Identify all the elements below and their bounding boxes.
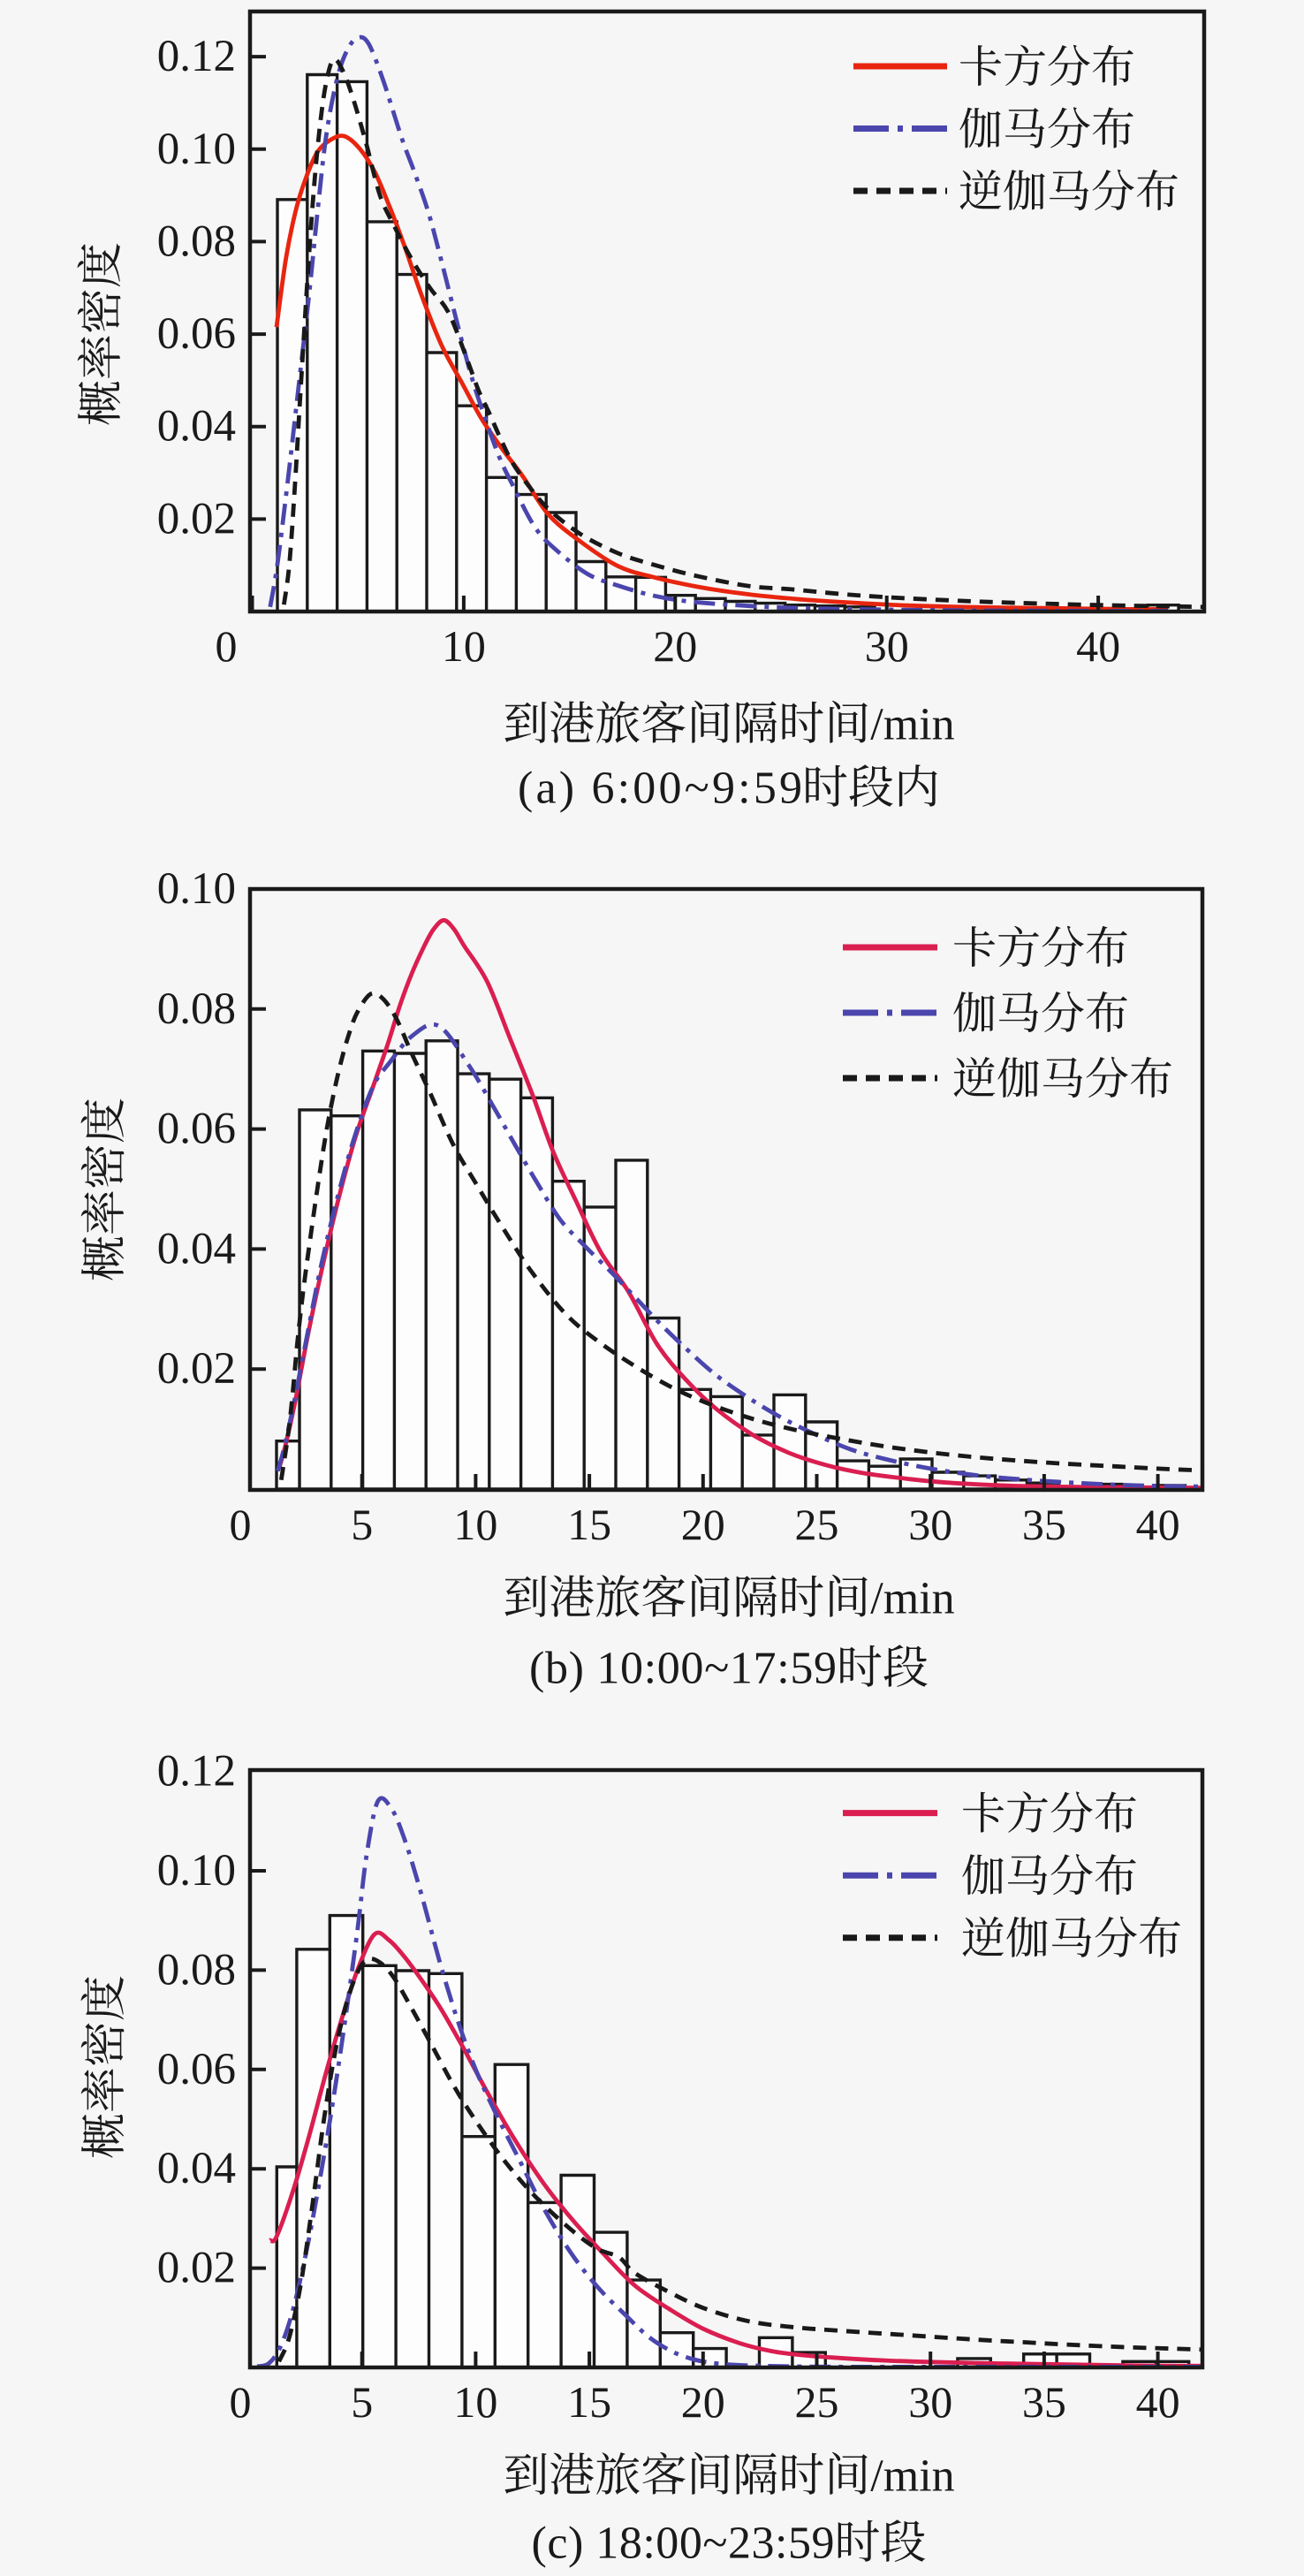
- svg-text:/min: /min: [870, 700, 954, 750]
- svg-text:10: 10: [453, 1500, 497, 1549]
- svg-text:40: 40: [1136, 2377, 1180, 2427]
- svg-text:0.10: 0.10: [157, 1846, 236, 1896]
- svg-text:20: 20: [681, 2377, 725, 2427]
- svg-text:35: 35: [1022, 1500, 1066, 1549]
- svg-text:0.02: 0.02: [157, 494, 236, 543]
- svg-text:0.04: 0.04: [157, 402, 236, 452]
- svg-text:5: 5: [351, 1500, 373, 1549]
- svg-text:5: 5: [351, 2377, 373, 2427]
- svg-text:0.08: 0.08: [157, 1945, 236, 1995]
- svg-text:0.12: 0.12: [157, 32, 236, 81]
- svg-text:30: 30: [908, 1500, 952, 1549]
- svg-text:20: 20: [681, 1500, 725, 1549]
- svg-text:40: 40: [1136, 1500, 1180, 1549]
- svg-text:0.06: 0.06: [157, 1105, 236, 1154]
- svg-text:15: 15: [567, 2377, 611, 2427]
- svg-text:15: 15: [567, 1500, 611, 1549]
- svg-text:25: 25: [795, 1500, 839, 1549]
- svg-text:0.04: 0.04: [157, 2144, 236, 2193]
- svg-text:(a) 6:00~9:59: (a) 6:00~9:59: [518, 764, 802, 814]
- svg-text:0.08: 0.08: [157, 984, 236, 1034]
- svg-text:0.06: 0.06: [157, 2045, 236, 2094]
- svg-text:0.10: 0.10: [157, 864, 236, 914]
- svg-text:10: 10: [442, 621, 486, 671]
- svg-text:10: 10: [453, 2377, 497, 2427]
- svg-text:20: 20: [653, 621, 697, 671]
- svg-text:/min: /min: [870, 1574, 954, 1624]
- svg-text:30: 30: [908, 2377, 952, 2427]
- svg-text:0: 0: [216, 621, 238, 671]
- svg-text:0.12: 0.12: [157, 1747, 236, 1797]
- svg-text:0.02: 0.02: [157, 2244, 236, 2293]
- svg-text:0.02: 0.02: [157, 1344, 236, 1394]
- svg-text:0.10: 0.10: [157, 125, 236, 174]
- svg-text:(b) 10:00~17:59: (b) 10:00~17:59: [529, 1644, 837, 1694]
- svg-text:35: 35: [1022, 2377, 1066, 2427]
- svg-text:0: 0: [230, 2377, 252, 2427]
- svg-text:0.06: 0.06: [157, 309, 236, 359]
- svg-text:/min: /min: [870, 2451, 954, 2502]
- svg-text:25: 25: [795, 2377, 839, 2427]
- svg-text:0.08: 0.08: [157, 217, 236, 266]
- svg-text:0.04: 0.04: [157, 1224, 236, 1273]
- svg-text:30: 30: [865, 621, 909, 671]
- svg-text:40: 40: [1076, 621, 1120, 671]
- svg-text:(c) 18:00~23:59: (c) 18:00~23:59: [532, 2519, 835, 2569]
- svg-text:0: 0: [230, 1500, 252, 1549]
